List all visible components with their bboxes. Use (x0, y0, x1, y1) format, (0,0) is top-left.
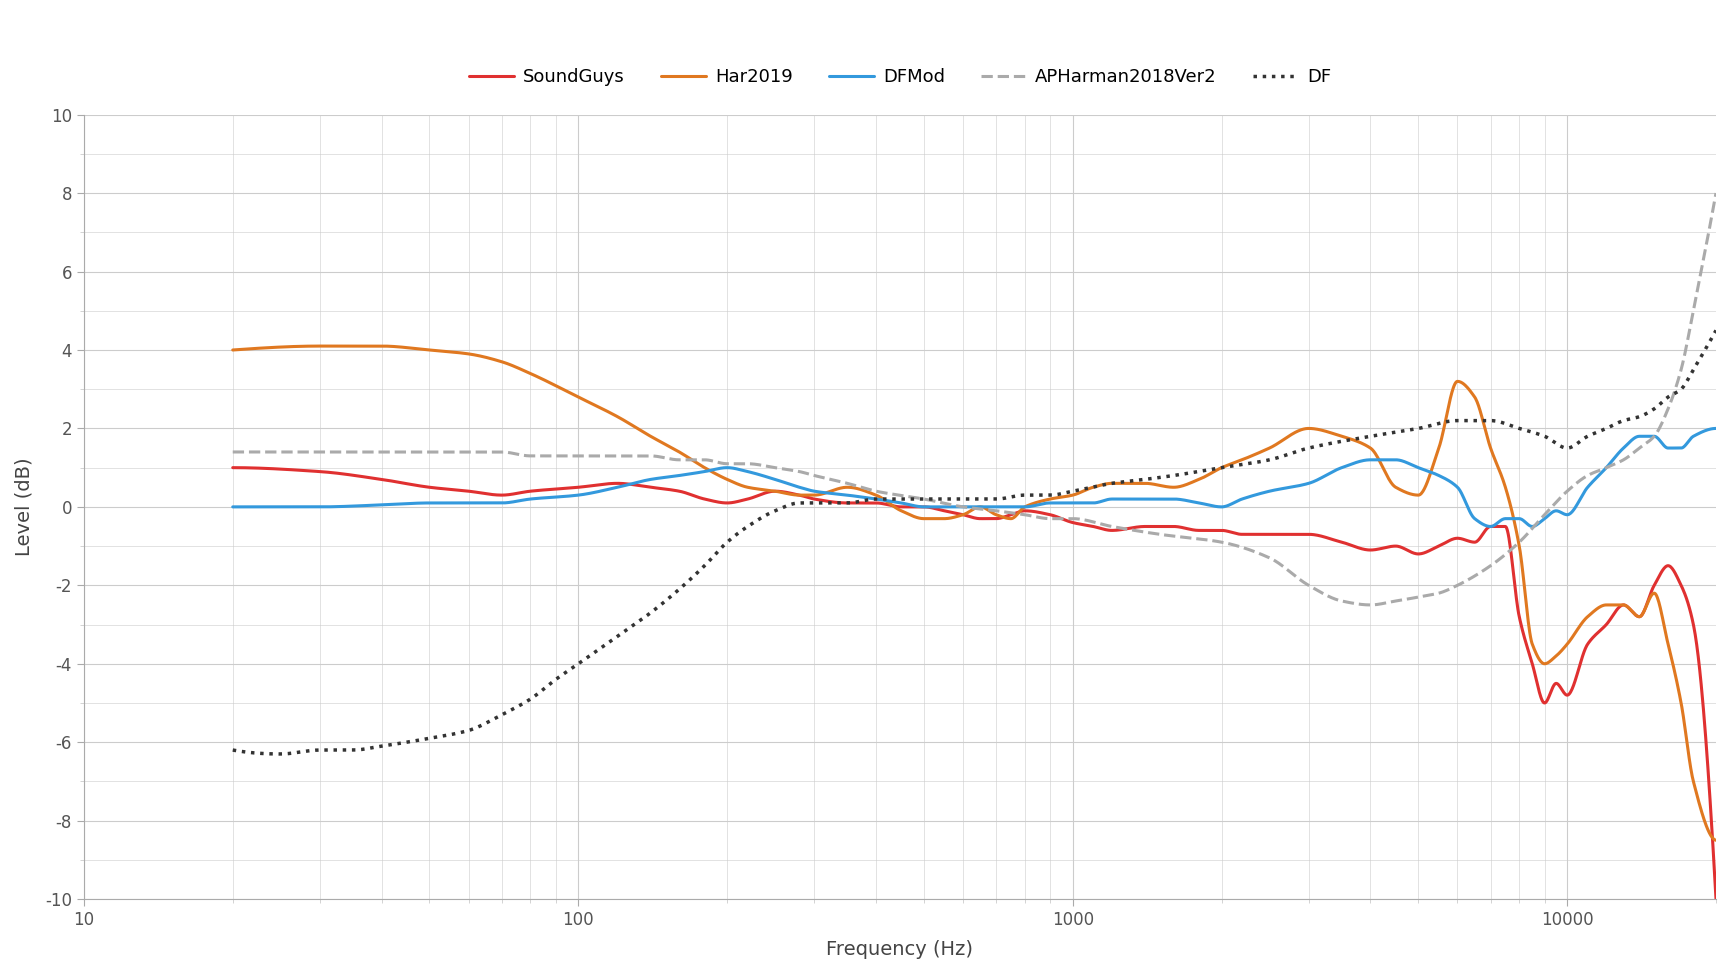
DFMod (903, 500, 924, 511)
SoundGuys (221, 462, 242, 473)
DFMod (298, 501, 318, 512)
Har2019 (905, 511, 926, 523)
APHarman2018Ver2 (1661, 391, 1682, 402)
DF (221, 744, 242, 756)
APHarman2018Ver2 (1360, 599, 1381, 611)
Har2019 (298, 340, 318, 352)
SoundGuys (1661, 563, 1682, 575)
Har2019 (1663, 661, 1683, 673)
Line: SoundGuys: SoundGuys (232, 468, 1714, 899)
Har2019 (1661, 658, 1682, 670)
SoundGuys (298, 465, 318, 476)
Line: Har2019: Har2019 (232, 346, 1714, 841)
Line: APHarman2018Ver2: APHarman2018Ver2 (232, 193, 1714, 605)
Y-axis label: Level (dB): Level (dB) (16, 458, 35, 556)
X-axis label: Frequency (Hz): Frequency (Hz) (825, 940, 972, 959)
DFMod (1661, 442, 1682, 454)
APHarman2018Ver2 (1663, 388, 1683, 399)
APHarman2018Ver2 (903, 492, 924, 504)
SoundGuys (1389, 542, 1410, 553)
Har2019 (221, 344, 242, 356)
DF (299, 745, 320, 757)
APHarman2018Ver2 (298, 446, 318, 458)
DF (1704, 324, 1725, 336)
Har2019 (945, 511, 965, 523)
APHarman2018Ver2 (943, 500, 964, 511)
SoundGuys (903, 501, 924, 512)
Line: DF: DF (232, 330, 1714, 754)
DFMod (1704, 423, 1725, 434)
Line: DFMod: DFMod (232, 429, 1714, 527)
Legend: SoundGuys, Har2019, DFMod, APHarman2018Ver2, DF: SoundGuys, Har2019, DFMod, APHarman2018V… (462, 61, 1337, 94)
APHarman2018Ver2 (221, 446, 242, 458)
APHarman2018Ver2 (1704, 187, 1725, 199)
APHarman2018Ver2 (1391, 594, 1412, 606)
DF (270, 748, 291, 760)
DF (905, 493, 926, 505)
DFMod (943, 501, 964, 512)
DFMod (1389, 455, 1410, 467)
SoundGuys (943, 506, 964, 518)
DF (945, 493, 965, 505)
Har2019 (1704, 835, 1725, 846)
DF (1391, 426, 1412, 437)
DFMod (1479, 521, 1500, 533)
DF (1661, 389, 1682, 400)
Har2019 (1391, 484, 1412, 496)
DFMod (1663, 442, 1683, 454)
SoundGuys (1704, 893, 1725, 905)
Har2019 (310, 340, 330, 352)
DF (1663, 388, 1683, 399)
SoundGuys (1661, 564, 1682, 576)
DFMod (221, 501, 242, 512)
